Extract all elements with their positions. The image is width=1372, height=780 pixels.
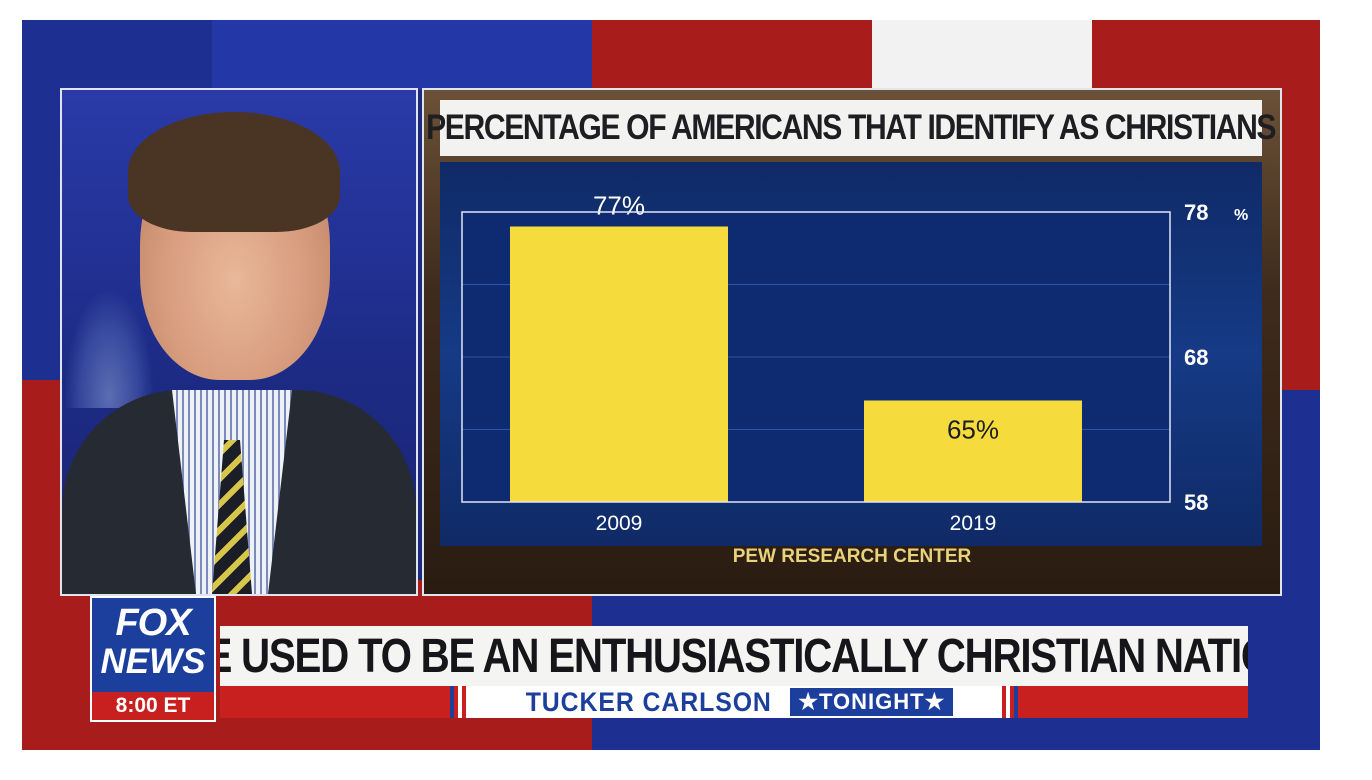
presenter-video	[60, 88, 418, 596]
chart-area: 77% 2009 65% 2019 78 68 58%	[440, 162, 1262, 546]
bar-chart: 77% 2009 65% 2019 78 68 58%	[461, 191, 1248, 535]
bg-block	[212, 20, 592, 90]
bg-block	[1282, 390, 1320, 750]
fox-news-logo: FOX NEWS 8:00 ET	[90, 596, 216, 722]
show-bar: TUCKER CARLSON ★TONIGHT★	[220, 686, 1248, 718]
plot-border	[461, 211, 1171, 503]
chart-panel: PERCENTAGE OF AMERICANS THAT IDENTIFY AS…	[422, 88, 1282, 596]
x-tick-label-2009: 2009	[596, 512, 643, 535]
chart-title: PERCENTAGE OF AMERICANS THAT IDENTIFY AS…	[426, 108, 1276, 147]
show-name: TUCKER CARLSON	[525, 686, 772, 717]
bg-block	[592, 20, 872, 90]
presenter-hair	[128, 112, 340, 232]
stripe-decoration	[458, 686, 462, 718]
chart-title-bar: PERCENTAGE OF AMERICANS THAT IDENTIFY AS…	[426, 100, 1277, 156]
y-tick-label: 78	[1184, 200, 1208, 225]
stripe-decoration	[1006, 686, 1010, 718]
stripe-decoration	[1014, 686, 1018, 718]
data-label-2019: 65%	[947, 415, 999, 445]
headline-bar: WE USED TO BE AN ENTHUSIASTICALLY CHRIST…	[220, 626, 1248, 686]
logo-news-text: NEWS	[100, 642, 206, 681]
y-tick-label: 58	[1184, 490, 1208, 515]
logo-fox-text: FOX	[115, 602, 191, 644]
broadcast-frame: PERCENTAGE OF AMERICANS THAT IDENTIFY AS…	[22, 20, 1320, 750]
stripe-decoration	[450, 686, 454, 718]
bg-block	[1282, 90, 1320, 390]
capitol-dome-image	[64, 288, 154, 408]
bg-block	[872, 20, 1092, 90]
bar-2009	[510, 226, 728, 502]
y-tick-label: 68	[1184, 345, 1208, 370]
bg-block	[1092, 20, 1320, 90]
show-tag: ★TONIGHT★	[790, 688, 954, 716]
y-unit-label: %	[1234, 207, 1248, 224]
show-box: TUCKER CARLSON ★TONIGHT★	[450, 686, 1018, 718]
headline: WE USED TO BE AN ENTHUSIASTICALLY CHRIST…	[220, 629, 1248, 683]
bar-2019	[864, 400, 1082, 502]
x-tick-label-2019: 2019	[950, 512, 997, 535]
logo-time: 8:00 ET	[92, 692, 214, 720]
data-label-2009: 77%	[593, 191, 645, 221]
chart-source: PEW RESEARCH CENTER	[732, 546, 972, 567]
